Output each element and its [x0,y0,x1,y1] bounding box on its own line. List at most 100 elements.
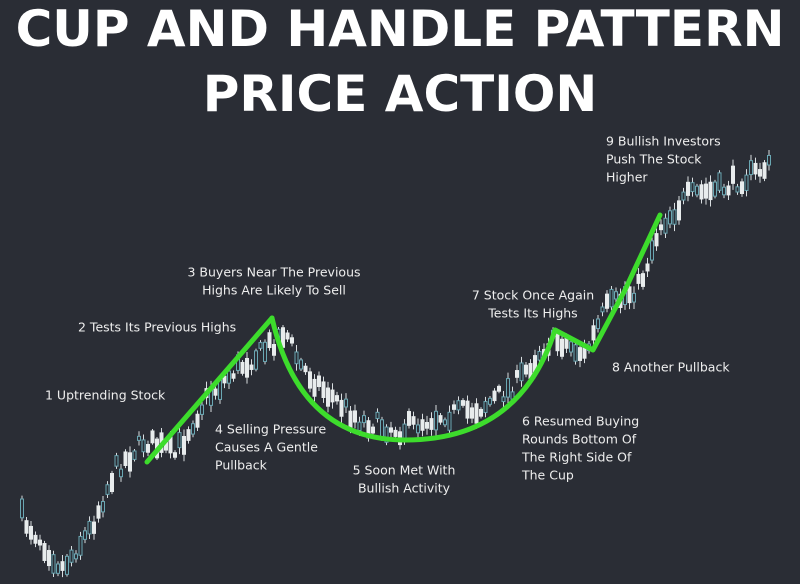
candle-body [699,184,704,200]
candle-body [339,399,344,417]
candle-body [614,291,618,300]
candle-body [479,408,483,417]
annotation-line: Highs Are Likely To Sell [202,283,346,298]
annotation-line: Rounds Bottom Of [522,432,637,447]
annotation: 8 Another Pullback [612,360,730,375]
candle-body [231,373,236,379]
candle-body [33,534,38,544]
candle-body [420,419,425,431]
candle-body [249,364,254,370]
candle-body [474,403,479,424]
candle-body [272,344,276,356]
candle-body [672,209,677,225]
title-line: CUP AND HANDLE PATTERN [16,0,785,58]
candle-body [497,385,501,392]
candle-body [146,443,150,453]
candle-body [182,436,186,455]
candle-body [218,379,222,400]
candle-body [402,423,407,441]
candle-body [344,398,348,408]
candle-body [132,450,137,460]
candle-body [371,426,375,434]
annotation-line: Push The Stock [606,152,702,167]
candle-body [114,455,119,467]
candle-body [515,370,519,378]
candle-body [744,174,749,191]
candle-body [713,181,717,197]
candle-body [416,424,420,434]
candle-body [92,521,96,534]
candle-body [60,561,65,571]
pattern-lines [144,212,663,465]
candle-body [83,530,87,540]
annotation-line: Higher [606,170,648,185]
candle-body [312,378,317,397]
candle-body [213,388,218,396]
candle-body [762,162,767,179]
candle-body [758,169,762,177]
candle-body [708,181,713,201]
candle-body [411,416,416,425]
candle-body [56,563,60,574]
candle-body [177,432,182,449]
candle-body [605,293,609,309]
candle-body [492,390,497,402]
candle-body [704,183,708,199]
candle-body [650,240,654,261]
candle-body [186,429,191,441]
candle-body [659,224,663,231]
candle-body [735,186,740,193]
candle-body [600,306,605,313]
candle-body [731,165,735,184]
annotation-line: 6 Resumed Buying [522,414,639,429]
handle-line [552,212,663,353]
candle-body [128,452,132,472]
candle-body [452,404,456,410]
candle-body [668,210,672,225]
candle-body [326,387,330,407]
uptrend-line [144,315,275,465]
candle-body [263,341,267,362]
candle-body [690,182,695,193]
candle-body [65,555,69,575]
candle-body [353,410,357,423]
candle-body [29,525,33,540]
candle-body [110,472,114,493]
candle-body [245,357,249,378]
candle-body [119,468,123,478]
candle-body [641,273,645,287]
candle-body [524,364,528,375]
annotation: 5 Soon Met With Bullish Activity [353,463,456,496]
candle-body [636,273,641,284]
candle-body [753,162,758,175]
candle-body [447,411,452,431]
annotations: 1 Uptrending Stock 2 Tests Its Previous H… [45,134,730,496]
candle-body [632,292,636,303]
annotation: 1 Uptrending Stock [45,388,166,403]
candle-body [537,350,542,361]
candle-body [456,400,461,411]
candle-body [677,200,681,221]
annotation-line: Causes A Gentle [215,440,318,455]
candle-body [560,338,564,357]
candle-body [123,451,128,466]
candle-body [24,520,29,534]
candle-body [51,554,56,574]
candle-body [519,362,524,382]
candle-body [195,413,200,428]
annotation-line: 2 Tests Its Previous Highs [78,320,236,335]
candle-body [569,341,573,353]
candle-body [294,351,299,365]
annotation: 7 Stock Once Again Tests Its Highs [472,288,594,321]
candle-body [200,404,204,415]
title-line: PRICE ACTION [203,65,597,123]
candle-body [335,395,339,402]
candle-body [695,185,699,196]
candle-body [578,347,582,361]
candle-body [42,543,47,561]
candle-body [740,181,744,195]
candle-body [267,332,272,349]
candle-body [101,501,105,513]
candle-body [506,378,510,398]
candle-body [78,535,83,556]
